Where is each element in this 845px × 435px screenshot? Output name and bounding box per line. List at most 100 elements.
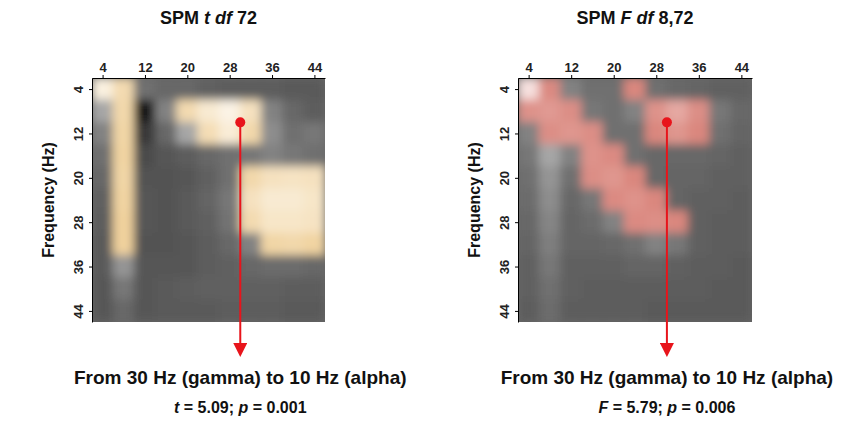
heat-cell: [134, 277, 156, 300]
heat-cell: [539, 211, 561, 234]
heat-cell: [624, 166, 646, 189]
marker-point: [662, 117, 672, 127]
heat-cell: [261, 144, 283, 167]
heat-cell: [645, 255, 667, 278]
heat-cell: [240, 277, 262, 300]
heat-cell: [134, 255, 156, 278]
tick: 44: [735, 60, 750, 78]
tick-mark: [145, 75, 146, 78]
heat-cell: [155, 166, 177, 189]
tick-mark: [230, 75, 231, 78]
heat-cell: [666, 166, 688, 189]
tick: 12: [497, 127, 518, 141]
tick: 20: [71, 171, 92, 185]
tick-label: 12: [138, 60, 152, 75]
heat-cell: [730, 78, 752, 101]
heat-cell: [113, 233, 135, 256]
heat-cell: [688, 277, 710, 300]
heat-cell: [92, 122, 114, 145]
tick-label: 12: [497, 127, 512, 141]
heat-cell: [176, 233, 198, 256]
heat-cell: [688, 78, 710, 101]
heat-cell: [134, 78, 156, 101]
heat-cell: [240, 144, 262, 167]
heat-cell: [539, 299, 561, 322]
heat-cell: [518, 78, 540, 101]
heat-cell: [603, 211, 625, 234]
heat-cell: [219, 233, 241, 256]
heat-cell: [603, 255, 625, 278]
heat-cell: [134, 100, 156, 123]
tick: 28: [497, 215, 518, 229]
heat-cell: [688, 233, 710, 256]
heat-cell: [176, 299, 198, 322]
heat-cell: [197, 188, 219, 211]
tick: 4: [71, 85, 92, 93]
tick-label: 28: [650, 60, 664, 75]
heat-cell: [730, 122, 752, 145]
heat-cell: [134, 166, 156, 189]
axis-line: [93, 78, 326, 79]
heat-cell: [581, 299, 603, 322]
heat-cell: [624, 233, 646, 256]
tick-label: 20: [181, 60, 195, 75]
heat-cell: [645, 78, 667, 101]
heat-cell: [688, 100, 710, 123]
tick-mark: [89, 311, 92, 312]
heat-cell: [282, 299, 304, 322]
heat-cell: [240, 211, 262, 234]
heat-cell: [730, 233, 752, 256]
tick-label: 4: [497, 85, 512, 93]
heat-cell: [730, 144, 752, 167]
heat-cell: [603, 277, 625, 300]
heat-cell: [282, 255, 304, 278]
heat-cell: [134, 211, 156, 234]
heat-cell: [176, 166, 198, 189]
heat-cell: [240, 299, 262, 322]
heat-cell: [539, 78, 561, 101]
heat-cell: [134, 299, 156, 322]
axis-line: [519, 78, 753, 79]
heat-cell: [709, 277, 731, 300]
heat-cell: [261, 188, 283, 211]
heat-cell: [176, 100, 198, 123]
heat-cell: [518, 277, 540, 300]
tick-mark: [314, 75, 315, 78]
heat-cell: [219, 211, 241, 234]
heat-cell: [581, 188, 603, 211]
title: SPM F df 8,72: [576, 8, 693, 28]
heat-cell: [92, 277, 114, 300]
heat-cell: [113, 255, 135, 278]
heat-cell: [645, 144, 667, 167]
tick-label: 28: [71, 215, 86, 229]
tick-mark: [515, 178, 518, 179]
heat-cell: [560, 100, 582, 123]
heat-cell: [624, 188, 646, 211]
tick-label: 12: [564, 60, 578, 75]
heat-cell: [666, 233, 688, 256]
heat-cell: [709, 144, 731, 167]
heat-cell: [688, 122, 710, 145]
heat-cell: [197, 233, 219, 256]
heat-cell: [219, 255, 241, 278]
heat-cell: [624, 211, 646, 234]
heat-cell: [155, 188, 177, 211]
heat-cell: [261, 255, 283, 278]
heat-cell: [155, 211, 177, 234]
heat-cell: [155, 122, 177, 145]
heat-cell: [603, 233, 625, 256]
heat-cell: [176, 255, 198, 278]
heat-cell: [176, 144, 198, 167]
heat-cell: [92, 233, 114, 256]
tick-mark: [187, 75, 188, 78]
heat-cell: [197, 166, 219, 189]
heat-cell: [730, 299, 752, 322]
tick-mark: [699, 75, 700, 78]
heat-cell: [560, 277, 582, 300]
tick: 12: [71, 127, 92, 141]
heat-cell: [197, 78, 219, 101]
heat-cell: [92, 78, 114, 101]
heat-cell: [581, 255, 603, 278]
title: SPM t df 72: [160, 8, 257, 28]
tick-mark: [103, 75, 104, 78]
